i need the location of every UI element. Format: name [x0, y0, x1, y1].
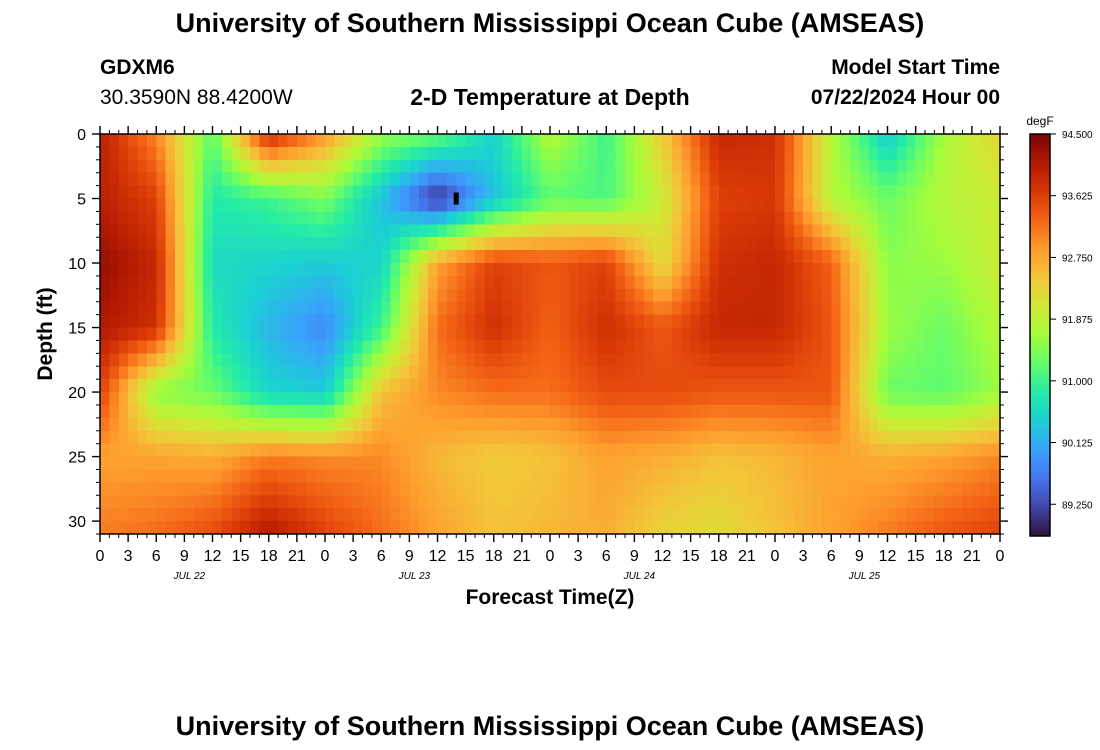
y-tick-label: 5	[77, 192, 86, 209]
y-tick-label: 30	[68, 514, 86, 531]
x-tick-label: 21	[738, 548, 756, 565]
colorbar-tick-label: 94.500	[1062, 130, 1093, 141]
colorbar-unit-label: degF	[1026, 114, 1053, 128]
y-tick-label: 0	[77, 127, 86, 144]
x-tick-label: 18	[485, 548, 503, 565]
x-tick-label: 3	[349, 548, 358, 565]
chart-heading: 2-D Temperature at Depth	[410, 84, 690, 110]
x-tick-label: 9	[405, 548, 414, 565]
x-tick-label: 6	[152, 548, 161, 565]
colorbar: degF 94.500 93.625 92.750 91.875 91.000 90.12…	[1026, 114, 1093, 537]
station-coordinates: 30.3590N 88.4200W	[100, 86, 293, 109]
model-start-value: 07/22/2024 Hour 00	[810, 86, 1000, 109]
colorbar-tick-label: 92.750	[1062, 253, 1093, 264]
x-tick-label: 6	[377, 548, 386, 565]
chart-title-bottom: University of Southern Mississippi Ocean…	[176, 711, 925, 741]
x-tick-label: 15	[907, 548, 925, 565]
y-tick-label: 15	[68, 321, 86, 338]
x-tick-label: 0	[771, 548, 780, 565]
colorbar-tick-label: 90.125	[1062, 439, 1093, 450]
x-tick-label: 3	[799, 548, 808, 565]
x-tick-label: 9	[855, 548, 864, 565]
x-tick-label: 6	[602, 548, 611, 565]
x-tick-label: 18	[260, 548, 278, 565]
y-tick-label: 20	[68, 385, 86, 402]
x-tick-label: 21	[513, 548, 531, 565]
x-tick-label: 21	[963, 548, 981, 565]
station-id: GDXM6	[100, 56, 175, 79]
x-tick-label: 0	[96, 548, 105, 565]
x-tick-label: 15	[457, 548, 475, 565]
x-axis: 0 3 6 9 12 15 18 21 0 3 6 9 12 15 18 21 0 3 6 9 12 15 18 21 0 3 6 9…	[96, 126, 1005, 582]
heatmap-image	[100, 134, 1000, 534]
x-tick-label: 9	[630, 548, 639, 565]
x-tick-label: 18	[935, 548, 953, 565]
x-axis-label: Forecast Time(Z)	[466, 586, 635, 609]
date-label: JUL 22	[173, 571, 206, 582]
colorbar-tick-label: 91.875	[1062, 315, 1093, 326]
x-tick-label: 18	[710, 548, 728, 565]
x-tick-label: 0	[546, 548, 555, 565]
colorbar-ticks: 94.500 93.625 92.750 91.875 91.000 90.125 89.2…	[1050, 130, 1093, 511]
x-tick-label: 15	[232, 548, 250, 565]
colorbar-gradient	[1029, 133, 1051, 537]
colorbar-tick-label: 89.250	[1062, 500, 1093, 511]
x-tick-label: 3	[124, 548, 133, 565]
x-tick-label: 6	[827, 548, 836, 565]
x-tick-label: 21	[288, 548, 306, 565]
date-label: JUL 24	[623, 571, 656, 582]
x-tick-label: 12	[429, 548, 447, 565]
x-tick-label: 9	[180, 548, 189, 565]
colorbar-tick-label: 91.000	[1062, 377, 1093, 388]
chart-title-top: University of Southern Mississippi Ocean…	[175, 8, 925, 38]
x-tick-label: 12	[879, 548, 897, 565]
colorbar-tick-label: 93.625	[1062, 192, 1093, 203]
x-tick-label: 0	[996, 548, 1005, 565]
y-tick-label: 10	[68, 256, 86, 273]
x-tick-label: 0	[321, 548, 330, 565]
y-axis-label: Depth (ft)	[34, 287, 57, 380]
date-label: JUL 25	[848, 571, 881, 582]
y-tick-label: 25	[68, 450, 86, 467]
marker-layer	[453, 192, 459, 205]
data-marker	[453, 192, 459, 205]
model-start-label: Model Start Time	[831, 56, 1000, 79]
x-tick-label: 12	[204, 548, 222, 565]
y-axis: 0 5 10 15 20 25 30	[68, 127, 1008, 535]
x-tick-label: 12	[654, 548, 672, 565]
x-tick-label: 15	[682, 548, 700, 565]
x-tick-label: 3	[574, 548, 583, 565]
date-label: JUL 23	[398, 571, 431, 582]
